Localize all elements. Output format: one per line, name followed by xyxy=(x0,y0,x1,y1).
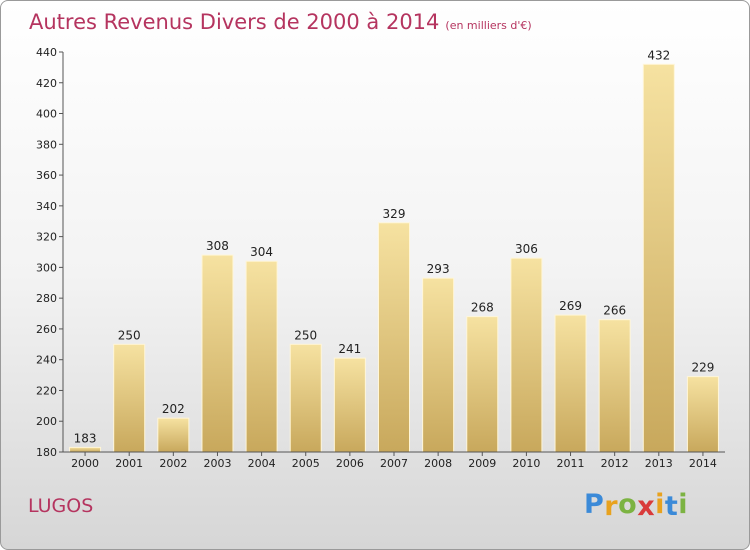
x-tick-label-2004: 2004 xyxy=(248,457,276,470)
value-label-2009: 268 xyxy=(471,301,494,315)
y-tick-label: 260 xyxy=(36,323,57,336)
bar-2014 xyxy=(686,376,719,453)
y-tick-label: 180 xyxy=(36,446,57,459)
chart-title-unit: (en milliers d'€) xyxy=(445,19,532,32)
proxiti-logo: Proxiti xyxy=(584,489,689,522)
y-tick-label: 400 xyxy=(36,108,57,121)
y-tick-label: 340 xyxy=(36,200,57,213)
chart-title-main: Autres Revenus Divers de 2000 à 2014 xyxy=(29,10,440,34)
y-axis: 180 200 220 240 260 280 300 320 340 360 380 400 420 4… xyxy=(36,46,64,459)
value-label-2000: 183 xyxy=(74,431,97,445)
value-label-2011: 269 xyxy=(559,299,582,313)
value-label-2008: 293 xyxy=(427,262,450,276)
logo-letter: i xyxy=(655,489,665,520)
x-tick-label-2003: 2003 xyxy=(203,457,231,470)
bar-2005 xyxy=(289,343,322,453)
bar-2004 xyxy=(245,260,278,453)
bar-2011 xyxy=(554,314,587,453)
y-tick-label: 420 xyxy=(36,77,57,90)
place-name: LUGOS xyxy=(28,495,94,517)
value-label-2007: 329 xyxy=(383,207,406,221)
bar-2010 xyxy=(510,257,543,453)
x-tick-label-2013: 2013 xyxy=(645,457,673,470)
x-tick-label-2001: 2001 xyxy=(115,457,143,470)
logo-letter: o xyxy=(618,489,638,520)
y-tick-label: 220 xyxy=(36,384,57,397)
y-tick-label: 360 xyxy=(36,169,57,182)
bar-2012 xyxy=(598,319,631,453)
y-tick-label: 200 xyxy=(36,415,57,428)
value-label-2001: 250 xyxy=(118,328,141,342)
x-tick-label-2000: 2000 xyxy=(71,457,99,470)
logo-letter: r xyxy=(604,491,619,522)
x-tick-label-2011: 2011 xyxy=(557,457,585,470)
logo-letter: x xyxy=(637,491,656,522)
bar-2002 xyxy=(157,417,190,453)
value-label-2010: 306 xyxy=(515,242,538,256)
bar-2000 xyxy=(69,446,102,453)
value-label-2003: 308 xyxy=(206,239,229,253)
value-label-2012: 266 xyxy=(603,304,626,318)
x-tick-label-2007: 2007 xyxy=(380,457,408,470)
x-tick-label-2010: 2010 xyxy=(512,457,540,470)
value-label-2014: 229 xyxy=(691,361,714,375)
logo-letter: i xyxy=(678,489,689,520)
value-label-2006: 241 xyxy=(338,342,361,356)
value-label-2004: 304 xyxy=(250,245,273,259)
x-tick-label-2012: 2012 xyxy=(601,457,629,470)
logo-letter: t xyxy=(664,491,679,522)
bar-2009 xyxy=(466,316,499,453)
x-tick-label-2002: 2002 xyxy=(159,457,187,470)
y-tick-label: 440 xyxy=(36,46,57,59)
x-tick-label-2008: 2008 xyxy=(424,457,452,470)
x-tick-label-2006: 2006 xyxy=(336,457,364,470)
value-label-2005: 250 xyxy=(294,328,317,342)
bar-2008 xyxy=(422,277,455,453)
value-label-2002: 202 xyxy=(162,402,185,416)
bar-2003 xyxy=(201,254,234,453)
y-tick-label: 380 xyxy=(36,138,57,151)
bar-2006 xyxy=(333,357,366,453)
x-axis: 2000 2001 2002 2003 2004 2005 2006 2007 2008 2009… xyxy=(63,451,725,470)
bar-2007 xyxy=(378,222,410,453)
y-tick-label: 240 xyxy=(36,354,57,367)
bars-group: 183 250 202 308 304 250 241 329 293 268 306 269 266 4… xyxy=(69,48,719,453)
x-tick-label-2005: 2005 xyxy=(292,457,320,470)
bar-2013 xyxy=(642,63,675,453)
logo-letter: P xyxy=(584,489,605,520)
x-tick-label-2009: 2009 xyxy=(468,457,496,470)
bar-2001 xyxy=(113,343,146,453)
y-tick-label: 300 xyxy=(36,261,57,274)
chart-title: Autres Revenus Divers de 2000 à 2014 (en … xyxy=(29,10,532,34)
y-tick-label: 280 xyxy=(36,292,57,305)
value-label-2013: 432 xyxy=(647,48,670,62)
x-tick-label-2014: 2014 xyxy=(689,457,717,470)
y-tick-label: 320 xyxy=(36,231,57,244)
